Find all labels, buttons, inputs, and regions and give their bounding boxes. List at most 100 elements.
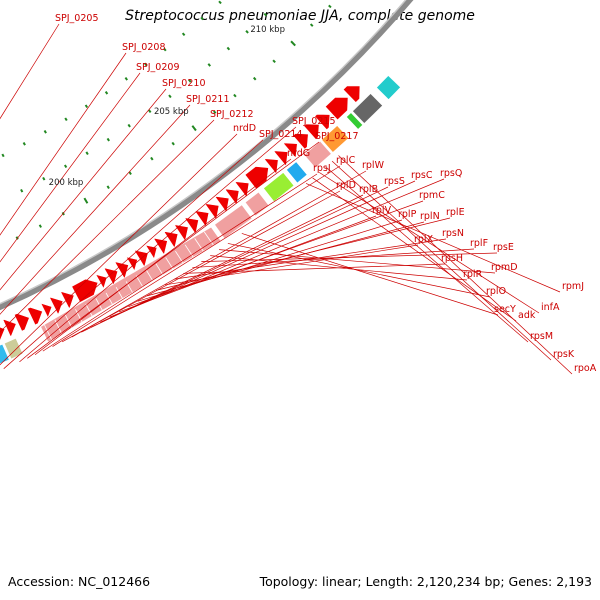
gene-label: rpsM [530, 331, 553, 342]
cds-arrow [324, 97, 349, 121]
leader-line [3, 139, 264, 369]
scale-tick [84, 104, 89, 109]
leader-line [338, 155, 573, 375]
leader-line [318, 172, 540, 314]
scale-tick [272, 59, 276, 64]
cds-arrow [314, 113, 331, 131]
leader-line [227, 243, 491, 298]
scale-tick [83, 197, 89, 204]
gene-label: adk [518, 310, 536, 321]
leader-line [183, 263, 446, 274]
gene-label: rplC [336, 155, 356, 166]
scale-tick [168, 94, 172, 99]
cds-arrow [273, 150, 289, 166]
scale-tick [191, 125, 197, 132]
gene-label: SPJ_0205 [55, 13, 99, 24]
scale-label: 205 kbp [154, 107, 189, 117]
scale-tick [38, 224, 42, 228]
cds-arrow [292, 133, 309, 150]
scale-tick [252, 76, 257, 81]
scale-tick [106, 185, 110, 190]
cds-arrow [283, 142, 298, 158]
leader-line [71, 170, 367, 338]
scale-tick [63, 164, 68, 169]
gene-block [321, 125, 350, 153]
gene-separator [105, 292, 115, 308]
backbone-arc [0, 0, 414, 311]
leader-line [305, 183, 561, 293]
gene-label: rpsQ [440, 168, 462, 179]
scale-tick [218, 0, 222, 5]
cds-arrow [153, 237, 168, 255]
leader-line [325, 166, 529, 343]
scale-tick [200, 16, 204, 21]
scale-tick [188, 79, 192, 83]
leader-line [42, 173, 318, 352]
gene-label: rplF [470, 238, 488, 249]
cds-arrow [124, 255, 138, 273]
gene-label: secY [494, 304, 516, 315]
gene-label: SPJ_0211 [186, 94, 230, 105]
gene-block [263, 172, 295, 203]
gene-separator [155, 263, 166, 279]
cds-arrow [264, 158, 279, 174]
gene-label: rplW [362, 160, 385, 171]
scale-tick [144, 62, 148, 67]
cds-arrow [103, 267, 119, 285]
cds-arrow [214, 196, 230, 213]
gene-label: rpmD [491, 262, 518, 273]
scale-tick [163, 47, 167, 52]
gene-label: rpoA [574, 363, 597, 374]
gene-separator [145, 269, 156, 285]
gene-label: rpsJ [313, 163, 331, 174]
leader-line [0, 52, 127, 236]
gene-label: SPJ_0209 [136, 62, 180, 73]
scale-tick [290, 40, 296, 47]
scale-tick [104, 90, 109, 95]
cds-arrow [234, 181, 250, 198]
gene-separator [75, 309, 84, 325]
gene-label: SPJ_0212 [210, 109, 254, 120]
scale-tick [148, 109, 152, 114]
topology-text: Topology: linear; Length: 2,120,234 bp; … [259, 574, 592, 589]
gene-block [214, 204, 253, 239]
leader-line [165, 244, 419, 286]
cds-arrow [184, 217, 199, 234]
cds-arrow [143, 243, 158, 261]
scale-tick [212, 110, 217, 114]
gene-label: rpsK [553, 349, 575, 360]
gene-label: SPJ_0208 [122, 42, 166, 53]
cds-arrow [342, 85, 361, 103]
leader-line [241, 233, 499, 316]
cds-arrow [38, 301, 53, 320]
scale-tick [181, 32, 186, 37]
gene-label: rpmJ [562, 281, 584, 292]
cds-arrow [224, 188, 240, 205]
scale-tick [22, 142, 26, 146]
scale-tick [106, 137, 110, 142]
gene-label: rpsH [441, 253, 463, 264]
leader-line [219, 249, 496, 274]
scale-tick [20, 188, 24, 193]
leader-line [312, 177, 517, 322]
gene-label: rplD [336, 180, 356, 191]
gene-label: rplX [414, 234, 434, 245]
scale-label: 200 kbp [49, 178, 84, 188]
gene-separator [85, 303, 95, 320]
cds-arrow [49, 296, 64, 315]
gene-label: rpsE [493, 242, 514, 253]
cds-arrow [27, 306, 43, 326]
gene-separator [194, 238, 205, 253]
leader-line [34, 158, 292, 356]
gene-block [345, 112, 364, 130]
leader-line [100, 180, 416, 323]
scale-tick [226, 46, 231, 51]
scale-tick [171, 141, 175, 146]
gene-separator [184, 244, 195, 260]
genome-backbone [0, 0, 414, 311]
gene-label: infA [541, 302, 560, 313]
gene-label: SPJ_0214 [259, 129, 303, 140]
gene-label: rplP [398, 209, 417, 220]
